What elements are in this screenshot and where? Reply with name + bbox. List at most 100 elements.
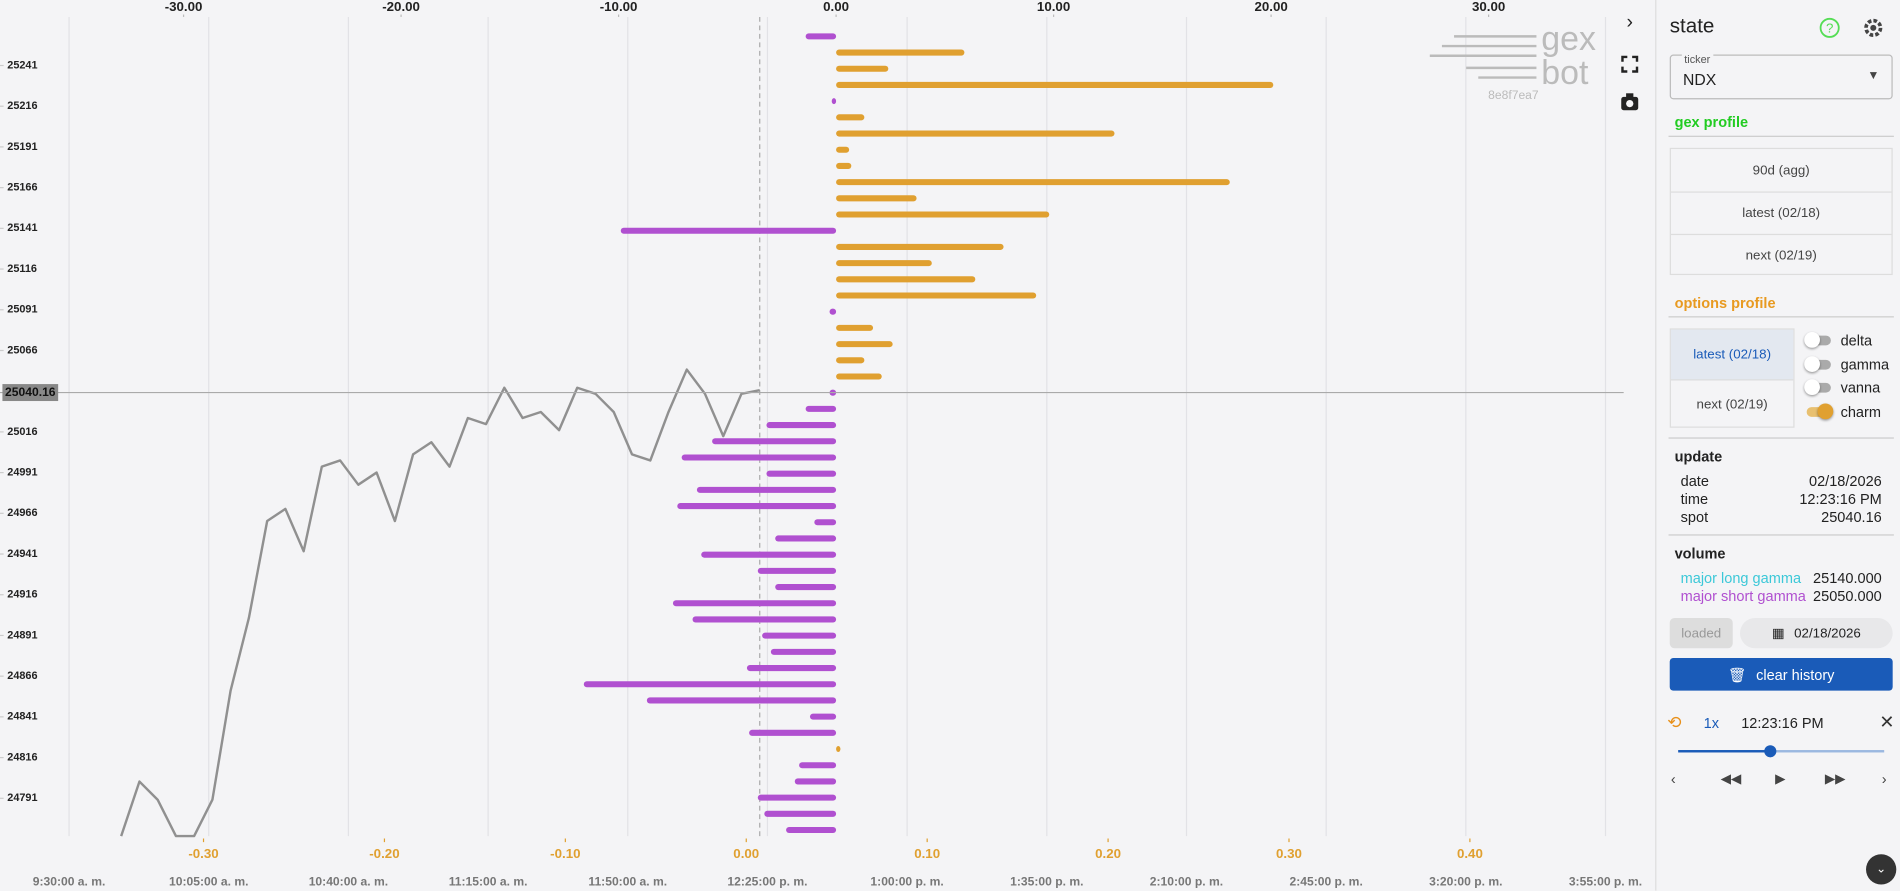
y-tick-label: 25241 <box>7 59 37 71</box>
bar <box>583 681 837 688</box>
slider-track[interactable] <box>1678 750 1885 753</box>
time-tick-label: 11:50:00 a. m. <box>588 874 667 888</box>
time-tick-label: 10:05:00 a. m. <box>169 874 248 888</box>
fast-forward[interactable]: ▶▶ <box>1824 771 1846 787</box>
toggle[interactable]: delta <box>1804 332 1873 349</box>
separator <box>1668 437 1894 439</box>
play[interactable]: ▶ <box>1775 771 1786 787</box>
bar <box>794 778 837 785</box>
y-tick-label: 25141 <box>7 222 37 234</box>
settings-icon[interactable] <box>1862 17 1884 39</box>
info-value: 25140.000 <box>1813 569 1882 587</box>
time-tick-label: 10:40:00 a. m. <box>309 874 388 888</box>
y-tick-label: 24916 <box>7 589 37 601</box>
svg-text:?: ? <box>1826 21 1833 36</box>
info-label: major long gamma <box>1680 569 1802 587</box>
profile-button[interactable]: latest (02/18) <box>1670 329 1794 381</box>
rewind[interactable]: ◀◀ <box>1720 771 1742 787</box>
toggle-knob <box>1817 403 1834 420</box>
y-tick-label: 24841 <box>7 711 37 723</box>
profile-button[interactable]: latest (02/18) <box>1670 191 1892 236</box>
bar <box>762 632 837 639</box>
toggle-knob <box>1804 332 1820 348</box>
x2-tick-label: 0.20 <box>1095 846 1121 861</box>
bar <box>809 713 837 720</box>
toggle[interactable]: vanna <box>1804 379 1880 397</box>
collapse-icon[interactable]: › <box>1627 11 1633 33</box>
bar <box>836 114 865 121</box>
separator <box>1668 534 1894 536</box>
close-icon[interactable]: ✕ <box>1879 712 1895 734</box>
bar <box>620 227 837 234</box>
scroll-button[interactable]: ⌄ <box>1866 854 1897 885</box>
info-row: date 02/18/2026 <box>1681 473 1882 490</box>
info-row: spot 25040.16 <box>1681 509 1882 526</box>
y-tick-label: 25166 <box>7 182 37 194</box>
y-tick-label: 24891 <box>7 629 37 641</box>
profile-button[interactable]: 90d (agg) <box>1670 149 1892 193</box>
slider-thumb[interactable] <box>1764 745 1777 758</box>
step-forward[interactable]: › <box>1881 770 1887 788</box>
section-title: options profile <box>1674 294 1776 312</box>
toggle-track <box>1804 379 1831 396</box>
x2-tick-label: 0.00 <box>733 846 759 861</box>
bar <box>770 648 837 655</box>
bar <box>786 826 837 834</box>
bar <box>749 729 837 736</box>
history-icon[interactable]: ⟲ <box>1667 712 1682 732</box>
bar <box>831 98 837 105</box>
profile-button[interactable]: next (02/19) <box>1745 247 1817 263</box>
toggle-label: delta <box>1840 332 1873 349</box>
help-icon[interactable]: ? <box>1819 17 1841 39</box>
y-tick-label: 24941 <box>7 548 37 560</box>
time-tick-label: 11:15:00 a. m. <box>449 874 528 888</box>
toggle-label: gamma <box>1840 355 1890 373</box>
info-value: 25050.000 <box>1813 587 1882 605</box>
bar <box>766 422 837 429</box>
info-label: major short gamma <box>1680 587 1806 605</box>
x-tick-label: -10.00 <box>600 0 638 14</box>
speed[interactable]: 1x <box>1703 714 1720 732</box>
date-button[interactable]: ▦ 02/18/2026 <box>1740 617 1893 649</box>
bar <box>836 276 976 283</box>
logo <box>1429 35 1537 79</box>
x-tick-label: -20.00 <box>382 0 420 14</box>
time-tick-label: 12:25:00 p. m. <box>727 874 807 888</box>
toggle[interactable]: gamma <box>1804 355 1890 373</box>
profile-button[interactable]: next (02/19) <box>1696 396 1768 412</box>
loaded-button[interactable]: loaded <box>1669 617 1733 649</box>
bar <box>836 243 1004 250</box>
x2-tick-label: -0.20 <box>369 846 399 861</box>
x2-tick-label: -0.30 <box>188 846 218 861</box>
bar <box>836 324 874 331</box>
toggle[interactable]: charm <box>1806 403 1881 421</box>
section-title: volume <box>1674 545 1726 563</box>
time-tick-label: 1:00:00 p. m. <box>870 874 943 888</box>
bar <box>646 697 837 704</box>
clear-history-button[interactable]: 🗑 clear history <box>1669 657 1893 691</box>
bar <box>836 373 882 380</box>
x2-tick-label: -0.10 <box>550 846 580 861</box>
bar <box>692 616 837 623</box>
x-tick-label: 0.00 <box>823 0 849 14</box>
ticker-select[interactable]: ticker NDX ▼ <box>1669 53 1893 100</box>
bar <box>799 762 837 769</box>
step-back[interactable]: ‹ <box>1670 770 1676 788</box>
time-tick-label: 1:35:00 p. m. <box>1010 874 1083 888</box>
fullscreen-icon[interactable] <box>1621 55 1639 73</box>
bar <box>836 179 1230 186</box>
x2-tick-label: 0.40 <box>1457 846 1483 861</box>
bar <box>829 308 837 315</box>
bar <box>836 146 850 153</box>
y-tick-label: 25016 <box>7 426 37 438</box>
info-value: 12:23:16 PM <box>1799 490 1882 508</box>
ticker-label: ticker <box>1681 53 1713 66</box>
info-value: 25040.16 <box>1821 508 1882 526</box>
camera-icon[interactable] <box>1621 93 1639 111</box>
bar <box>836 49 965 56</box>
side-panel: state ? ticker NDX ▼ gex profile 90d (ag… <box>1655 0 1900 891</box>
bar <box>757 567 837 574</box>
options-profile-buttons: latest (02/18) next (02/19) <box>1669 328 1795 428</box>
logo-text: bot <box>1541 54 1589 92</box>
